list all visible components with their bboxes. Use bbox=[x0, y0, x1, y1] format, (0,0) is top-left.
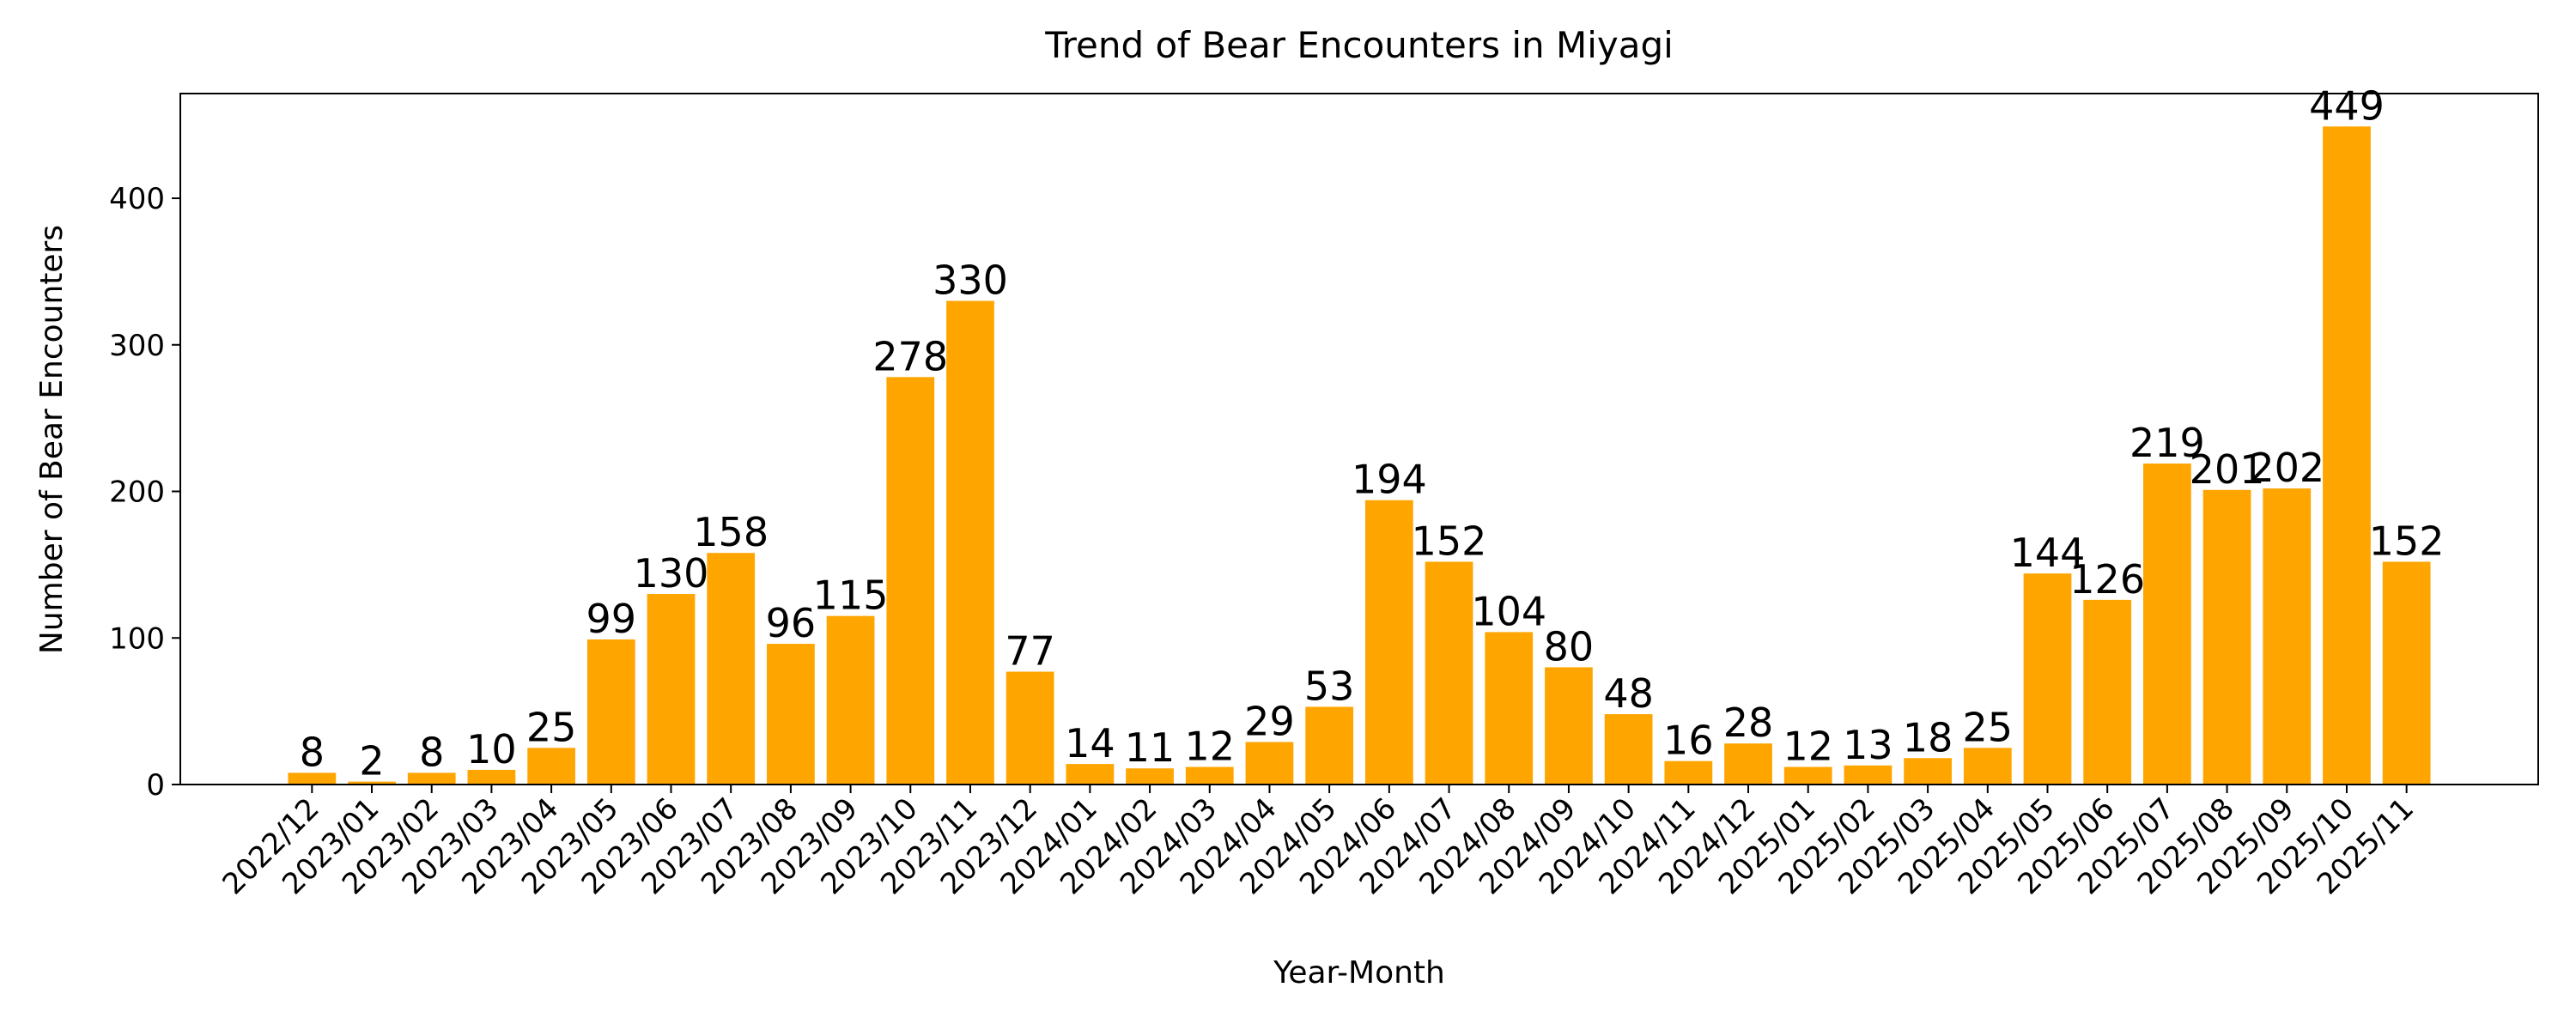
value-label: 53 bbox=[1304, 663, 1355, 710]
y-tick-label: 100 bbox=[109, 621, 165, 656]
value-label: 2 bbox=[359, 738, 384, 785]
value-label: 28 bbox=[1723, 700, 1774, 746]
bar bbox=[1724, 743, 1772, 785]
value-label: 18 bbox=[1903, 714, 1953, 760]
x-axis-label: Year-Month bbox=[1273, 955, 1445, 991]
value-label: 25 bbox=[1963, 704, 2014, 750]
value-label: 80 bbox=[1544, 623, 1595, 670]
value-label: 12 bbox=[1184, 724, 1235, 770]
bar bbox=[1305, 706, 1354, 785]
value-label: 16 bbox=[1663, 718, 1714, 764]
value-label: 152 bbox=[2369, 518, 2445, 564]
bar bbox=[2382, 561, 2431, 785]
bar bbox=[1844, 765, 1893, 785]
value-label: 12 bbox=[1783, 724, 1833, 770]
bar bbox=[1485, 632, 1534, 785]
value-label: 115 bbox=[813, 573, 889, 619]
value-label: 14 bbox=[1065, 720, 1115, 766]
bar bbox=[886, 377, 935, 785]
plot-frame bbox=[179, 93, 2539, 785]
bar bbox=[2083, 599, 2132, 785]
bar bbox=[1783, 766, 1832, 785]
value-label: 11 bbox=[1125, 724, 1176, 771]
y-tick-label: 400 bbox=[109, 182, 165, 216]
bar bbox=[1185, 766, 1234, 785]
value-label: 104 bbox=[1471, 588, 1546, 634]
value-label: 278 bbox=[872, 333, 948, 379]
bar bbox=[1364, 500, 1413, 785]
bar bbox=[467, 769, 516, 785]
bar bbox=[2323, 126, 2371, 785]
value-label: 10 bbox=[466, 726, 517, 772]
value-label: 201 bbox=[2190, 446, 2265, 493]
value-label: 158 bbox=[693, 509, 769, 555]
bar bbox=[707, 553, 756, 785]
bar bbox=[1664, 760, 1713, 785]
value-label: 330 bbox=[933, 258, 1008, 304]
value-label: 13 bbox=[1843, 722, 1893, 768]
value-label: 126 bbox=[2069, 556, 2145, 603]
bar bbox=[767, 644, 815, 785]
value-label: 96 bbox=[766, 600, 817, 646]
bar bbox=[1904, 758, 1952, 785]
bar bbox=[1425, 561, 1473, 785]
bar bbox=[1066, 764, 1115, 785]
value-label: 8 bbox=[419, 729, 444, 775]
bar bbox=[527, 748, 575, 785]
bar bbox=[1245, 742, 1294, 785]
bar bbox=[946, 300, 994, 785]
bar bbox=[407, 772, 456, 785]
bar bbox=[1005, 671, 1054, 785]
bar bbox=[2202, 489, 2251, 785]
value-label: 219 bbox=[2129, 420, 2205, 466]
value-label: 144 bbox=[2010, 530, 2086, 576]
bar bbox=[1963, 748, 2012, 785]
bar bbox=[2143, 464, 2191, 785]
y-axis-label: Number of Bear Encounters bbox=[34, 225, 70, 654]
bar bbox=[2263, 488, 2312, 785]
value-label: 48 bbox=[1603, 670, 1654, 717]
bar bbox=[2023, 573, 2072, 785]
bar bbox=[826, 615, 875, 785]
value-label: 77 bbox=[1005, 628, 1055, 675]
value-label: 99 bbox=[586, 596, 637, 642]
bar bbox=[647, 594, 696, 785]
value-label: 449 bbox=[2309, 82, 2385, 129]
value-label: 25 bbox=[526, 704, 577, 750]
bar bbox=[1126, 768, 1174, 785]
value-label: 130 bbox=[634, 550, 709, 597]
value-label: 152 bbox=[1412, 518, 1487, 564]
y-tick-label: 300 bbox=[109, 329, 165, 363]
y-tick-label: 0 bbox=[146, 768, 165, 803]
value-label: 194 bbox=[1352, 457, 1427, 503]
bar bbox=[1604, 714, 1653, 785]
chart-title: Trend of Bear Encounters in Miyagi bbox=[1044, 24, 1674, 66]
bar bbox=[348, 781, 396, 785]
value-label: 202 bbox=[2249, 445, 2324, 491]
value-label: 29 bbox=[1244, 698, 1295, 744]
bar bbox=[586, 639, 635, 785]
y-tick-label: 200 bbox=[109, 476, 165, 510]
value-label: 8 bbox=[300, 729, 325, 775]
bar bbox=[288, 772, 337, 785]
bar bbox=[1545, 667, 1593, 785]
